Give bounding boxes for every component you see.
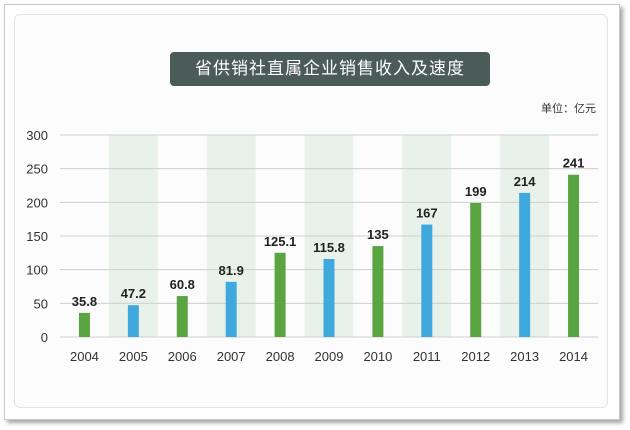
data-label: 125.1 (264, 234, 297, 249)
data-label: 167 (416, 206, 438, 221)
x-tick-label: 2006 (168, 349, 197, 364)
x-tick-label: 2012 (461, 349, 490, 364)
x-tick-label: 2007 (217, 349, 246, 364)
x-tick-label: 2014 (559, 349, 588, 364)
bars (78, 174, 580, 337)
data-label: 199 (465, 184, 487, 199)
x-tick-label: 2010 (363, 349, 392, 364)
x-tick-label: 2009 (315, 349, 344, 364)
data-label: 241 (563, 156, 585, 171)
x-tick-label: 2004 (70, 349, 99, 364)
bar-2008 (274, 252, 286, 337)
bar-2012 (470, 203, 482, 337)
data-label: 214 (514, 174, 536, 189)
x-tick-label: 2011 (413, 349, 441, 364)
y-tick-label: 50 (34, 296, 48, 311)
bar-2004 (78, 312, 90, 337)
y-axis-ticks: 0 50 100 150 200 250 300 (26, 128, 48, 345)
bar-2014 (568, 174, 580, 337)
data-label: 60.8 (170, 277, 195, 292)
data-label: 115.8 (313, 240, 345, 255)
y-tick-label: 250 (26, 162, 48, 177)
bar-2006 (176, 296, 188, 337)
x-tick-label: 2008 (266, 349, 295, 364)
data-labels: 35.8 47.2 60.8 81.9 125.1 115.8 135 167 199 214 24… (72, 156, 585, 309)
y-tick-label: 0 (41, 330, 48, 345)
bar-2010 (372, 246, 384, 337)
y-tick-label: 150 (26, 229, 48, 244)
bar-2007 (225, 281, 237, 337)
y-tick-label: 200 (26, 195, 48, 210)
chart-title: 省供销社直属企业销售收入及速度 (170, 52, 490, 86)
bar-2013 (519, 192, 531, 337)
data-label: 81.9 (219, 263, 244, 278)
data-label: 47.2 (121, 286, 146, 301)
bar-2011 (421, 224, 433, 337)
x-tick-label: 2013 (510, 349, 539, 364)
unit-label: 单位：亿元 (541, 102, 596, 115)
data-label: 35.8 (72, 294, 97, 309)
x-axis-ticks: 2004 2005 2006 2007 2008 2009 2010 2011 2012 2013… (70, 349, 588, 364)
y-tick-label: 100 (26, 263, 48, 278)
data-label: 135 (367, 227, 389, 242)
x-tick-label: 2005 (119, 349, 148, 364)
y-tick-label: 300 (26, 128, 48, 143)
bar-2005 (127, 305, 139, 337)
bar-2009 (323, 259, 335, 337)
